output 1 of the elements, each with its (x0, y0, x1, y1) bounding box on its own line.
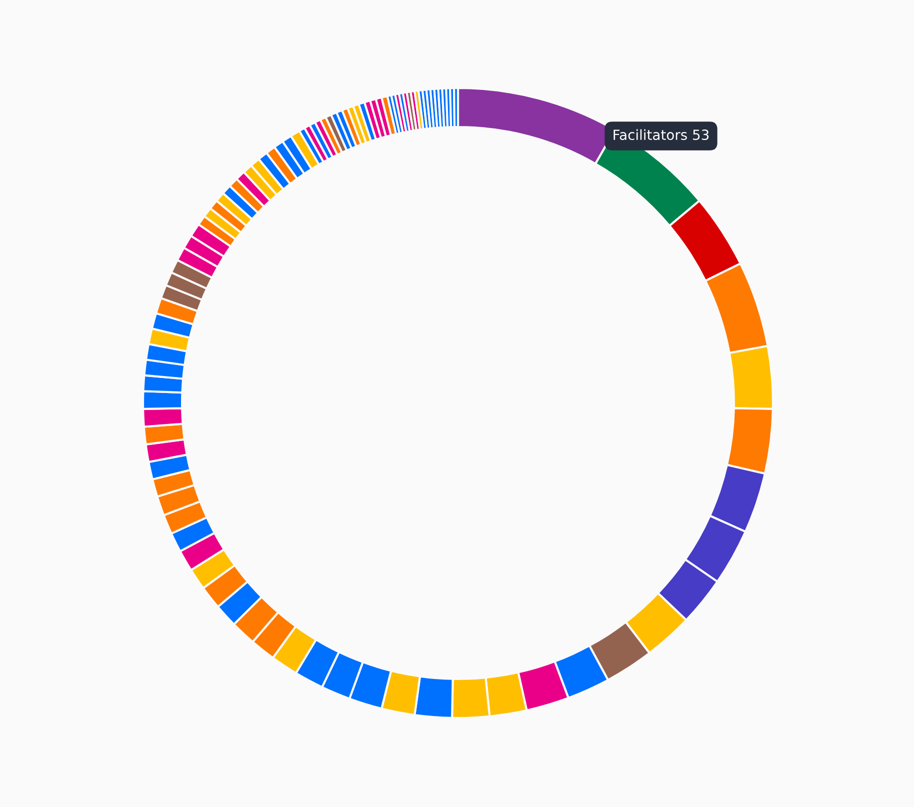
text: Facilitators 53 (614, 129, 709, 140)
